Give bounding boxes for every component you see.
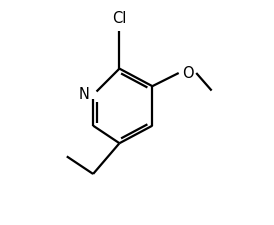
Text: Cl: Cl — [112, 11, 127, 26]
Text: N: N — [79, 88, 90, 102]
Text: O: O — [182, 65, 193, 81]
